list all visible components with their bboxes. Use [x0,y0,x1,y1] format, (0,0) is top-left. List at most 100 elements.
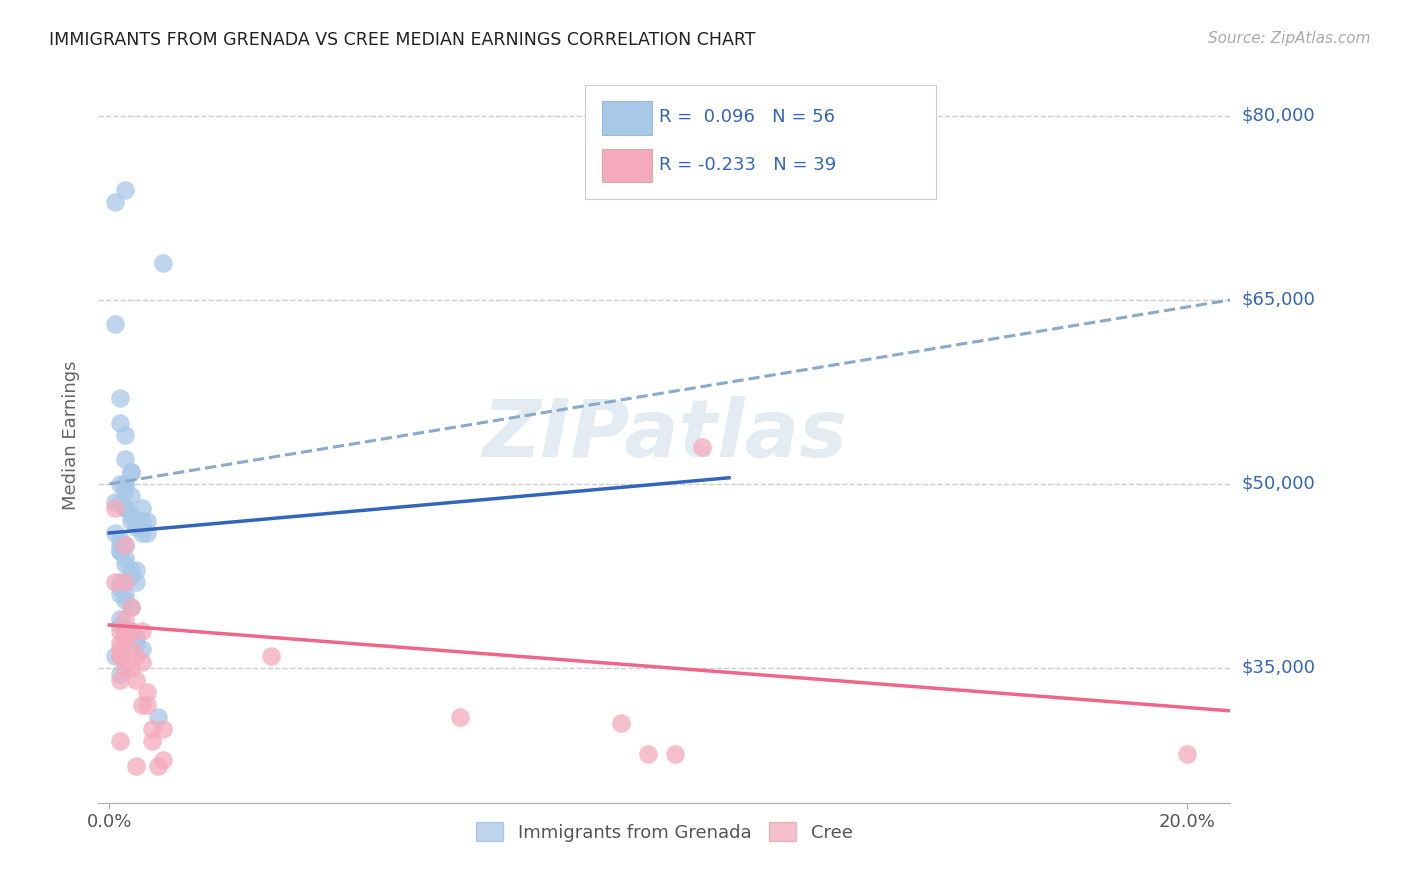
Point [120,489,142,503]
Point [120,508,142,522]
Point [114,483,136,497]
Point [108,532,131,546]
Point [131,698,153,712]
Point [131,514,153,528]
Point [104,526,127,541]
Point [108,587,131,601]
Legend: Immigrants from Grenada, Cree: Immigrants from Grenada, Cree [468,815,860,849]
Point [114,538,136,552]
Point [104,495,127,509]
Point [104,194,127,209]
Point [108,391,131,405]
Text: $35,000: $35,000 [1241,659,1316,677]
Point [146,710,169,724]
Point [131,624,153,639]
Point [108,624,131,639]
Point [114,501,136,516]
Y-axis label: Median Earnings: Median Earnings [62,360,80,509]
Point [131,655,153,669]
Point [114,624,136,639]
Point [152,753,174,767]
Point [114,593,136,607]
Point [114,452,136,467]
Point [114,557,136,571]
Point [114,630,136,644]
Point [108,495,131,509]
Point [114,612,136,626]
FancyBboxPatch shape [602,149,652,183]
Point [131,642,153,657]
Point [120,642,142,657]
Point [125,520,148,534]
Point [120,563,142,577]
Text: ZIPatlas: ZIPatlas [482,396,846,474]
FancyBboxPatch shape [585,86,936,200]
Point [120,465,142,479]
Point [131,501,153,516]
Point [125,673,148,688]
Point [136,526,159,541]
Point [141,723,163,737]
Point [108,636,131,650]
Point [152,256,174,270]
Point [108,416,131,430]
Point [120,624,142,639]
Point [104,574,127,589]
Point [120,661,142,675]
Point [114,538,136,552]
Point [108,574,131,589]
Point [114,428,136,442]
Point [114,550,136,565]
Point [108,648,131,663]
Point [108,642,131,657]
Point [637,747,659,761]
Point [120,514,142,528]
Point [125,648,148,663]
Point [131,526,153,541]
Text: Source: ZipAtlas.com: Source: ZipAtlas.com [1208,31,1371,46]
Point [125,563,148,577]
Point [108,612,131,626]
Point [125,636,148,650]
Point [1175,747,1198,761]
Point [125,574,148,589]
Point [104,648,127,663]
Text: $65,000: $65,000 [1241,291,1315,309]
Text: IMMIGRANTS FROM GRENADA VS CREE MEDIAN EARNINGS CORRELATION CHART: IMMIGRANTS FROM GRENADA VS CREE MEDIAN E… [49,31,755,49]
Point [108,673,131,688]
Point [114,574,136,589]
Point [260,648,283,663]
Text: R =  0.096   N = 56: R = 0.096 N = 56 [658,108,835,126]
Point [449,710,471,724]
Point [108,544,131,558]
Text: $50,000: $50,000 [1241,475,1315,493]
Point [120,599,142,614]
Point [136,685,159,699]
Point [108,667,131,681]
Point [114,624,136,639]
Point [120,569,142,583]
Point [136,698,159,712]
Point [120,624,142,639]
Point [108,538,131,552]
Point [125,759,148,773]
Point [125,630,148,644]
Point [610,716,633,731]
Point [114,661,136,675]
Point [108,476,131,491]
Point [108,544,131,558]
Point [120,599,142,614]
Point [141,734,163,748]
Point [104,501,127,516]
Point [114,501,136,516]
Point [108,734,131,748]
FancyBboxPatch shape [602,101,652,135]
Point [690,440,713,454]
Point [114,182,136,196]
Point [114,476,136,491]
Point [108,618,131,632]
Point [146,759,169,773]
Point [108,581,131,595]
Point [104,318,127,332]
Text: $80,000: $80,000 [1241,107,1315,125]
